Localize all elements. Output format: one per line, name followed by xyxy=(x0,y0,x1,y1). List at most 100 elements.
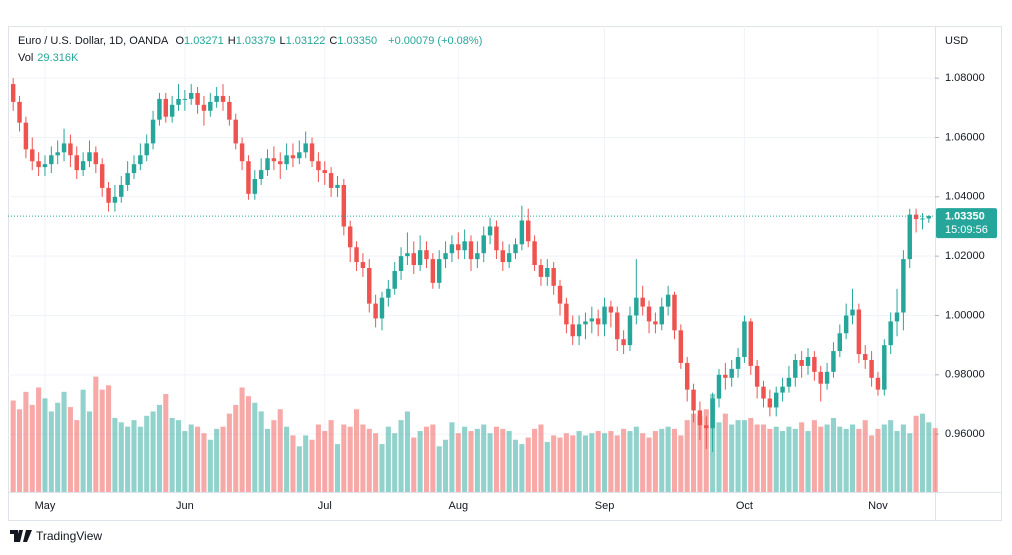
volume-bar xyxy=(824,424,830,492)
volume-bar xyxy=(86,411,93,492)
volume-bar xyxy=(322,431,328,492)
x-tick-label: Oct xyxy=(736,500,753,512)
ohlc-value: 1.03350 xyxy=(337,35,378,47)
candle-body xyxy=(36,161,41,168)
volume-bar xyxy=(16,409,23,492)
candle-body xyxy=(526,220,531,242)
candle-body xyxy=(487,226,493,236)
volume-bar xyxy=(61,391,67,492)
candle-body xyxy=(347,226,353,248)
volume-bar xyxy=(786,426,792,492)
volume-bar xyxy=(678,435,684,492)
candle-body xyxy=(608,306,614,313)
volume-bar xyxy=(881,424,887,492)
volume-bar xyxy=(443,439,449,492)
candle-body xyxy=(42,164,48,168)
volume-bar xyxy=(233,404,239,492)
volume-bar xyxy=(500,428,506,492)
candle-body xyxy=(843,315,849,334)
x-tick-label: Jun xyxy=(176,500,194,512)
volume-bar xyxy=(735,420,741,492)
volume-bar xyxy=(856,428,862,492)
candle-body xyxy=(513,244,518,254)
volume-bar xyxy=(799,422,805,492)
x-tick-label: May xyxy=(35,500,56,512)
volume-bar xyxy=(538,424,544,492)
y-tick-label: 1.00000 xyxy=(945,309,985,321)
volume-bar xyxy=(74,420,80,492)
candle-body xyxy=(284,155,289,165)
candle-body xyxy=(824,371,830,384)
volume-bar xyxy=(493,426,499,492)
volume-bar xyxy=(525,437,531,492)
candle-body xyxy=(335,184,340,188)
volume-bar xyxy=(99,389,105,492)
volume-bar xyxy=(659,428,665,492)
candle-body xyxy=(138,155,143,165)
frame xyxy=(8,26,1002,521)
candle-body xyxy=(869,359,874,378)
volume-bar xyxy=(436,446,442,492)
candle-body xyxy=(856,309,862,355)
volume-bar xyxy=(137,426,143,492)
volume-bar xyxy=(716,422,722,492)
candle-body xyxy=(10,84,16,102)
candle-body xyxy=(252,179,258,194)
volume-bar xyxy=(595,431,601,492)
candle-body xyxy=(271,158,277,162)
volume-bar xyxy=(919,413,926,492)
volume-bar xyxy=(271,420,277,492)
candle-body xyxy=(417,250,423,266)
candle-body xyxy=(684,362,690,390)
volume-bar xyxy=(182,431,188,492)
candle-body xyxy=(704,425,709,429)
volume-bar xyxy=(570,435,576,492)
candle-body xyxy=(697,410,703,426)
y-tick-label: 1.08000 xyxy=(945,72,985,84)
candle-body xyxy=(386,288,391,298)
legend-row: Euro / U.S. Dollar, 1D, OANDA O1.03271 H1… xyxy=(18,35,486,47)
candle-body xyxy=(894,312,900,322)
volume-bar xyxy=(284,426,290,492)
volume-bar xyxy=(296,446,302,492)
candle-body xyxy=(424,250,429,260)
volume-bar xyxy=(277,409,283,492)
volume-bar xyxy=(926,422,932,492)
candle-body xyxy=(278,161,283,165)
candle-body xyxy=(398,256,404,271)
candle-body xyxy=(125,173,130,185)
candle-body xyxy=(710,398,715,429)
volume-bar xyxy=(900,424,906,492)
volume-bar xyxy=(792,428,798,492)
volume-bar xyxy=(589,433,595,492)
candle-body xyxy=(901,259,906,313)
volume-bar xyxy=(430,424,436,492)
candle-body xyxy=(360,262,366,269)
candle-body xyxy=(799,359,804,366)
volume-bar xyxy=(640,433,646,492)
candle-body xyxy=(551,268,556,286)
volume-bar xyxy=(188,424,194,492)
candle-body xyxy=(615,312,620,340)
candle-body xyxy=(812,357,817,372)
candle-body xyxy=(373,303,378,319)
candle-body xyxy=(208,101,213,111)
ohlc-value: 1.03379 xyxy=(235,35,276,47)
candle-body xyxy=(913,214,919,220)
y-tick-label: 1.02000 xyxy=(945,250,985,262)
volume-bar xyxy=(303,435,309,492)
volume-bar xyxy=(373,433,379,492)
volume-bar xyxy=(862,420,868,492)
volume-bar xyxy=(385,426,391,492)
candle-body xyxy=(30,149,35,162)
candle-body xyxy=(786,377,792,387)
volume-bar xyxy=(671,428,678,492)
candle-body xyxy=(169,104,175,117)
candle-body xyxy=(456,244,461,251)
candle-body xyxy=(831,351,836,372)
candle-body xyxy=(430,259,436,283)
volume-bar xyxy=(576,431,582,492)
candle-body xyxy=(80,161,86,171)
candle-body xyxy=(576,324,582,337)
